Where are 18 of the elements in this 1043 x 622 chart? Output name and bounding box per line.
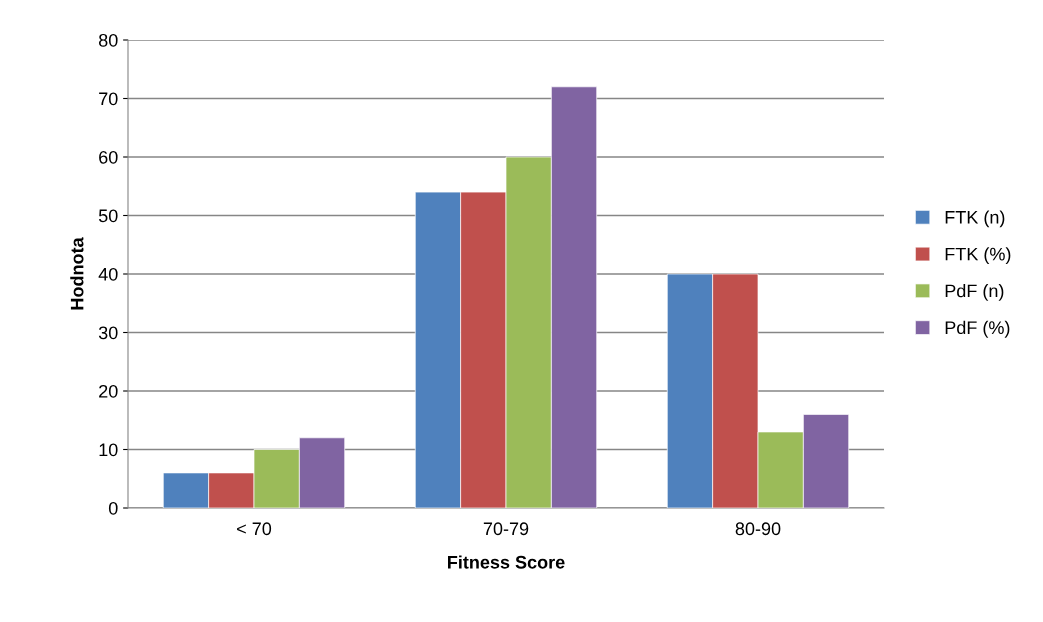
- x-axis-title: Fitness Score: [448, 555, 565, 569]
- legend-label: PdF (n): [945, 284, 1004, 301]
- y-axis-title: Hodnota: [70, 237, 84, 310]
- x-tick-label: < 70: [237, 522, 272, 536]
- legend-label: FTK (n): [945, 210, 1005, 228]
- y-tick-label: 50: [98, 209, 118, 223]
- y-tick-label: 10: [99, 443, 118, 457]
- y-tick-label: 20: [99, 384, 118, 398]
- y-tick-label: 0: [108, 501, 118, 515]
- y-tick-label: 70: [99, 92, 118, 106]
- y-tick-label: 40: [98, 267, 118, 281]
- y-tick-label: 30: [98, 326, 118, 340]
- x-tick-label: 70-79: [483, 522, 529, 536]
- y-tick-label: 80: [98, 33, 118, 47]
- legend-label: FTK (%): [945, 247, 1011, 265]
- y-tick-label: 60: [99, 150, 118, 164]
- x-tick-label: 80-90: [735, 522, 781, 536]
- legend-label: PdF (%): [945, 320, 1010, 338]
